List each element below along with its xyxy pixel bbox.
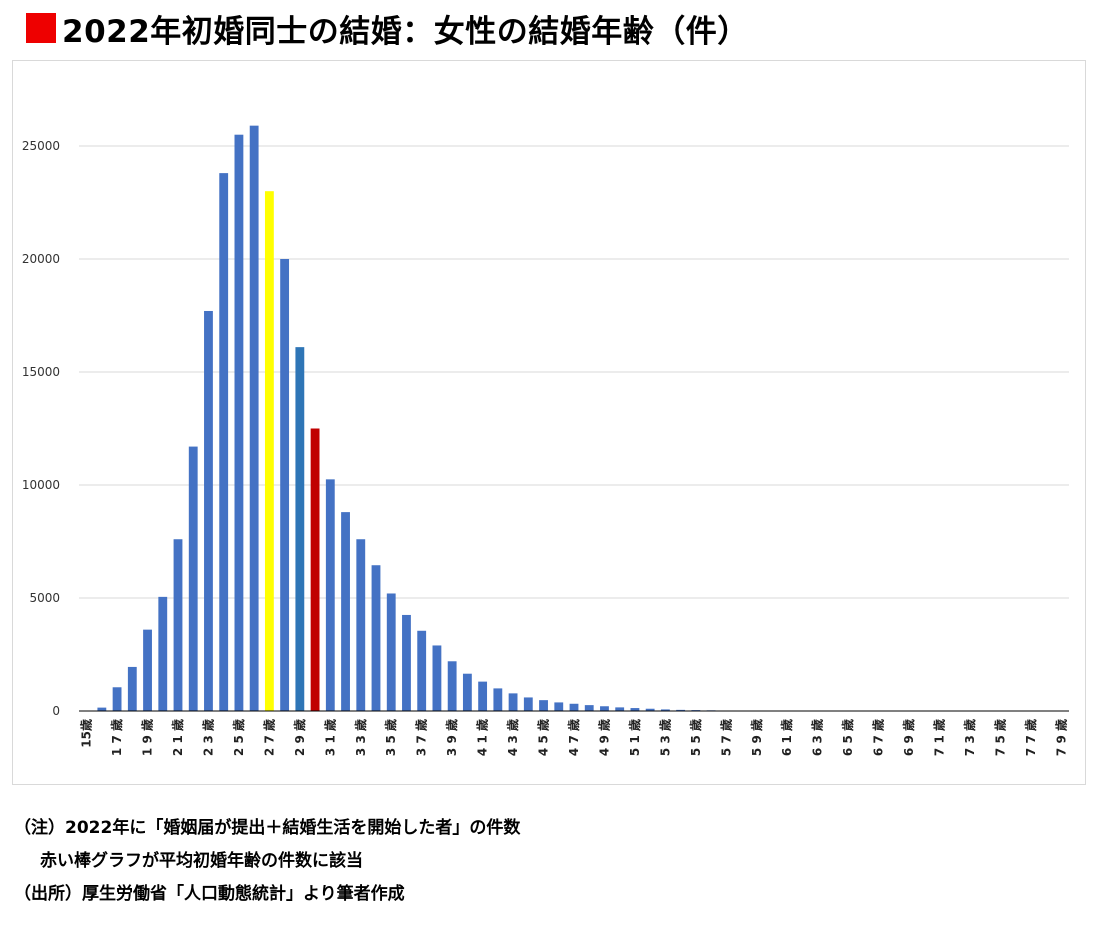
bar xyxy=(325,479,335,711)
chart-area: 0 5000 10000 15000 20000 25000 15歳 1 7 歳 1 9 歳 2 … xyxy=(12,60,1086,785)
x-tick-label: 5 1 歳 xyxy=(627,719,642,756)
x-tick-label: 2 7 歳 xyxy=(261,719,276,756)
x-tick-label: 6 3 歳 xyxy=(810,719,825,756)
x-tick-label: 1 7 歳 xyxy=(109,719,124,756)
bar xyxy=(143,629,152,711)
x-tick-label: 2 9 歳 xyxy=(292,719,307,756)
notes-block: （注）2022年に「婚姻届が提出＋結婚生活を開始した者」の件数 赤い棒グラフが平… xyxy=(14,812,520,911)
y-tick-label: 20000 xyxy=(22,252,60,266)
bar xyxy=(341,512,350,711)
bar xyxy=(523,697,533,711)
bar xyxy=(478,681,488,711)
bar xyxy=(417,630,427,711)
bar xyxy=(356,539,366,711)
x-tick-label: 5 3 歳 xyxy=(657,719,672,756)
x-tick-label: 7 3 歳 xyxy=(962,719,977,756)
y-tick-label: 25000 xyxy=(22,139,60,153)
bar xyxy=(249,125,259,711)
bar xyxy=(310,428,320,711)
bar xyxy=(280,259,290,711)
bar xyxy=(508,693,518,711)
x-tick-label: 6 9 歳 xyxy=(901,719,916,756)
y-tick-label: 15000 xyxy=(22,365,60,379)
bar xyxy=(127,666,137,711)
bar xyxy=(493,688,503,711)
x-tick-label: 7 7 歳 xyxy=(1023,719,1038,756)
bar xyxy=(432,645,442,711)
x-tick-label: 3 3 歳 xyxy=(353,719,368,756)
x-tick-label: 3 5 歳 xyxy=(383,719,398,756)
x-tick-label: 2 3 歳 xyxy=(200,719,215,756)
x-tick-label: 4 5 歳 xyxy=(536,719,551,756)
x-tick-label: 7 5 歳 xyxy=(992,719,1007,756)
bar xyxy=(676,709,686,711)
bar xyxy=(600,706,609,711)
bar xyxy=(554,702,564,711)
y-tick-label: 10000 xyxy=(22,478,60,492)
bar xyxy=(371,565,381,711)
x-tick-label: 15歳 xyxy=(79,719,94,748)
x-tick-label: 7 1 歳 xyxy=(932,719,947,756)
bar xyxy=(462,673,472,711)
x-tick-label: 4 9 歳 xyxy=(596,719,611,756)
bar xyxy=(539,700,548,711)
bar xyxy=(615,707,625,711)
chart-title: 2022年初婚同士の結婚：女性の結婚年齢（件） xyxy=(62,13,749,50)
bar xyxy=(97,707,107,711)
source-line: （出所）厚生労働省「人口動態統計」より筆者作成 xyxy=(14,884,405,904)
x-tick-label: 5 9 歳 xyxy=(749,719,764,756)
bar xyxy=(660,709,670,711)
x-tick-label: 2 5 歳 xyxy=(231,719,246,756)
x-tick-label: 4 7 歳 xyxy=(566,719,581,756)
title-red-square-icon xyxy=(26,13,56,43)
x-tick-label: 1 9 歳 xyxy=(140,719,155,756)
bar xyxy=(219,173,229,711)
bar xyxy=(204,310,213,711)
chart-title-row: 2022年初婚同士の結婚：女性の結婚年齢（件） xyxy=(26,8,749,50)
x-tick-label: 4 3 歳 xyxy=(505,719,520,756)
note-line: 赤い棒グラフが平均初婚年齢の件数に該当 xyxy=(40,851,363,871)
bar xyxy=(569,703,579,711)
bar xyxy=(264,191,274,711)
bar xyxy=(584,705,594,711)
x-tick-label: 3 7 歳 xyxy=(414,719,429,756)
x-tick-label: 3 1 歳 xyxy=(322,719,337,756)
bar xyxy=(112,687,122,711)
bar-chart: 0 5000 10000 15000 20000 25000 15歳 1 7 歳 1 9 歳 2 … xyxy=(22,125,1069,756)
x-tick-label: 6 7 歳 xyxy=(871,719,886,756)
bar xyxy=(386,593,396,711)
bar xyxy=(645,708,655,711)
note-line: （注）2022年に「婚姻届が提出＋結婚生活を開始した者」の件数 xyxy=(14,818,521,838)
y-tick-label: 0 xyxy=(52,704,60,718)
bar xyxy=(173,539,183,711)
x-tick-label: 7 9 歳 xyxy=(1053,719,1068,756)
bar xyxy=(447,661,457,711)
x-tick-label: 2 1 歳 xyxy=(170,719,185,756)
x-tick-label: 4 1 歳 xyxy=(475,719,490,756)
x-tick-label: 5 7 歳 xyxy=(718,719,733,756)
x-tick-label: 5 5 歳 xyxy=(688,719,703,756)
bar xyxy=(295,347,305,711)
bar xyxy=(234,134,244,711)
bar xyxy=(402,614,411,711)
y-tick-label: 5000 xyxy=(29,591,60,605)
bar xyxy=(630,708,640,711)
bar xyxy=(158,596,168,711)
x-tick-label: 6 5 歳 xyxy=(840,719,855,756)
bar xyxy=(188,446,198,711)
x-tick-label: 6 1 歳 xyxy=(779,719,794,756)
x-tick-label: 3 9 歳 xyxy=(444,719,459,756)
